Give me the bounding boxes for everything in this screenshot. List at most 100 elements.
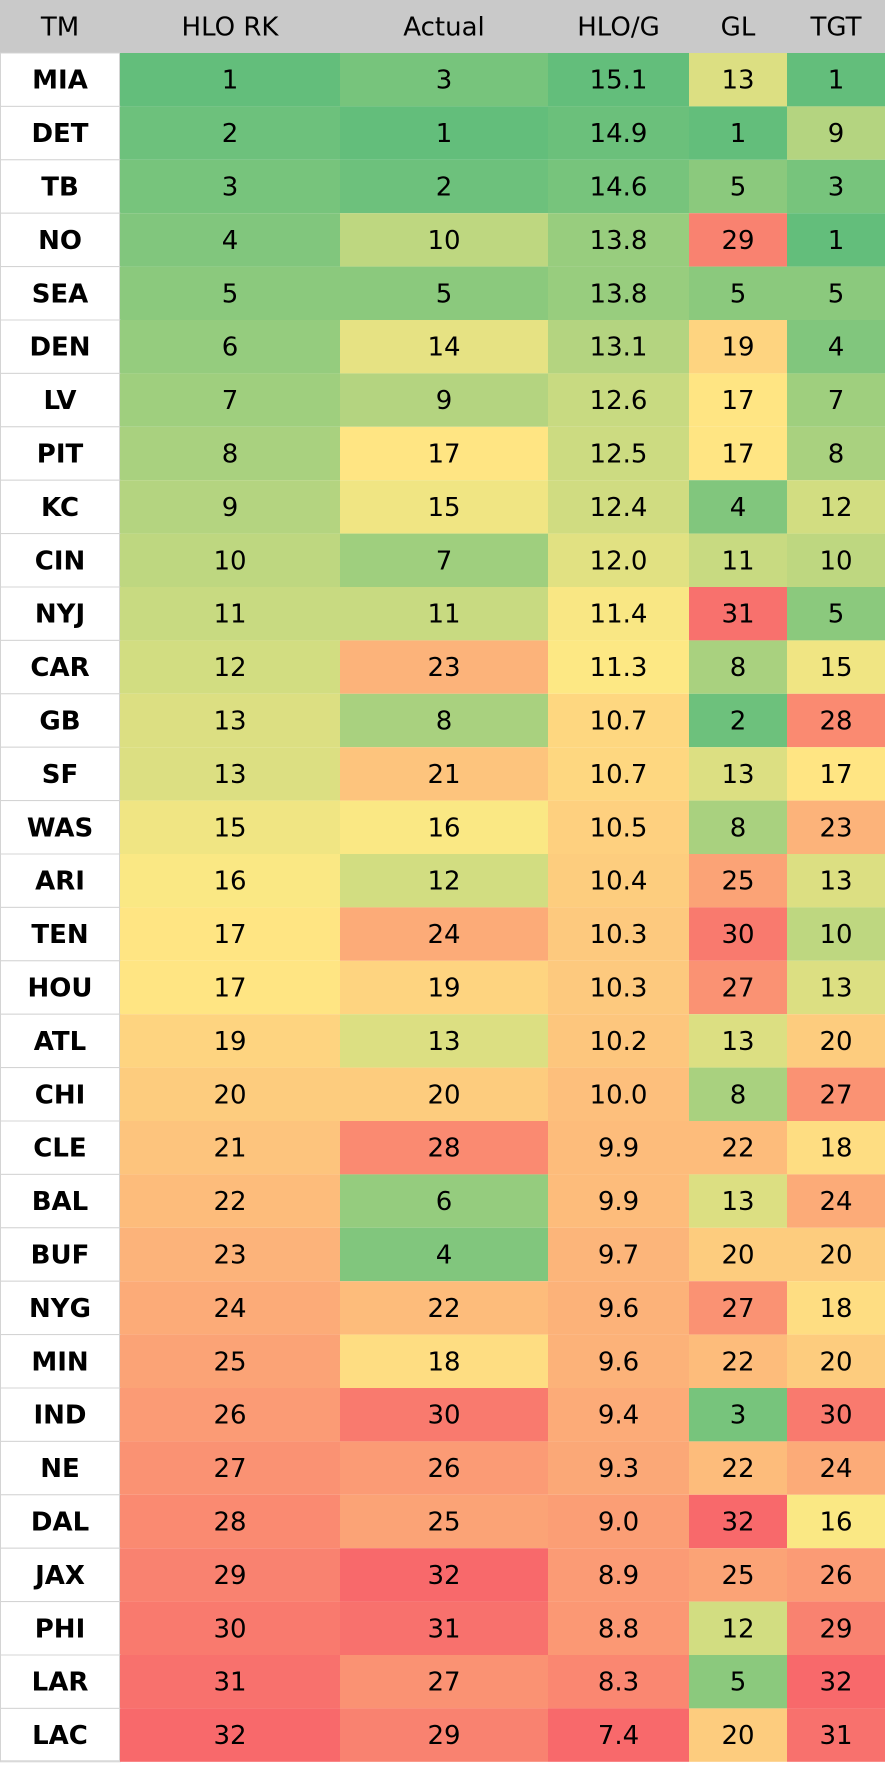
heat-cell xyxy=(787,266,885,320)
heat-cell xyxy=(340,1388,548,1442)
heat-cell xyxy=(340,1281,548,1335)
heat-cell xyxy=(689,1334,787,1388)
cell-value: 9.3 xyxy=(598,1454,639,1484)
heat-cell xyxy=(787,693,885,748)
cell-value: 9.6 xyxy=(598,1294,639,1324)
cell-value: 31 xyxy=(213,1668,246,1698)
heat-cell xyxy=(787,1601,885,1655)
cell-value: 15 xyxy=(213,813,246,843)
cell-value: 17 xyxy=(213,974,246,1004)
heat-cell xyxy=(787,854,885,908)
heat-cell xyxy=(787,1548,885,1602)
cell-value: 6 xyxy=(222,333,239,363)
heat-cell xyxy=(787,1388,885,1442)
team-column-border xyxy=(0,52,120,1762)
heat-cell xyxy=(548,1441,689,1495)
team-cell xyxy=(0,1440,121,1496)
heat-cell xyxy=(548,266,689,320)
team-label: PHI xyxy=(35,1614,86,1644)
heat-cell xyxy=(340,1174,548,1228)
heat-cell xyxy=(787,373,885,427)
heat-cell xyxy=(120,213,340,267)
cell-value: 9.6 xyxy=(598,1347,639,1377)
cell-value: 8.3 xyxy=(598,1668,639,1698)
heat-cell xyxy=(689,1655,787,1709)
heat-cell xyxy=(548,106,689,160)
heat-cell xyxy=(548,480,689,534)
heat-cell xyxy=(120,266,340,320)
cell-value: 28 xyxy=(427,1134,460,1164)
cell-value: 9 xyxy=(828,119,845,149)
heat-cell xyxy=(548,533,689,587)
heat-cell xyxy=(340,800,548,854)
cell-value: 23 xyxy=(213,1241,246,1271)
heat-cell xyxy=(340,640,548,694)
heat-cell xyxy=(120,1334,340,1388)
cell-value: 19 xyxy=(427,974,460,1004)
team-cell xyxy=(0,586,121,641)
cell-value: 5 xyxy=(828,600,845,630)
heat-cell xyxy=(787,480,885,534)
cell-value: 10.7 xyxy=(590,760,648,790)
cell-value: 2 xyxy=(730,707,747,737)
cell-value: 18 xyxy=(819,1134,852,1164)
team-label: NYG xyxy=(29,1294,91,1324)
cell-value: 10 xyxy=(819,920,852,950)
column-header: TM xyxy=(40,13,79,43)
heat-cell xyxy=(787,106,885,160)
team-label: ARI xyxy=(35,867,85,897)
heat-cell xyxy=(787,426,885,481)
team-label: MIN xyxy=(31,1347,88,1377)
heat-cell xyxy=(548,1334,689,1388)
heat-cell xyxy=(548,1708,689,1762)
heat-cell xyxy=(340,213,548,267)
heat-cell xyxy=(120,373,340,427)
cell-value: 5 xyxy=(222,279,239,309)
team-label: KC xyxy=(41,493,79,523)
heat-cell xyxy=(548,53,689,107)
team-label: JAX xyxy=(33,1561,85,1591)
cell-value: 22 xyxy=(213,1187,246,1217)
team-label: PIT xyxy=(37,440,84,470)
cell-value: 27 xyxy=(819,1080,852,1110)
cell-value: 12 xyxy=(721,1614,754,1644)
heat-cell xyxy=(787,533,885,587)
heat-cell xyxy=(340,907,548,961)
cell-value: 22 xyxy=(721,1454,754,1484)
cell-value: 26 xyxy=(213,1401,246,1431)
cell-value: 21 xyxy=(427,760,460,790)
heat-cell xyxy=(120,106,340,160)
cell-value: 9.9 xyxy=(598,1134,639,1164)
cell-value: 1 xyxy=(222,66,239,96)
team-label: NYJ xyxy=(35,600,85,630)
team-label: IND xyxy=(33,1401,86,1431)
heat-cell xyxy=(548,426,689,481)
cell-value: 7 xyxy=(222,386,239,416)
cell-value: 15 xyxy=(427,493,460,523)
cell-value: 11 xyxy=(213,600,246,630)
heat-cell xyxy=(689,426,787,481)
cell-value: 14.9 xyxy=(590,119,648,149)
cell-value: 16 xyxy=(427,813,460,843)
heat-cell xyxy=(689,747,787,801)
heat-cell xyxy=(120,800,340,854)
heat-cell xyxy=(340,1655,548,1709)
team-cell xyxy=(0,1654,121,1709)
team-label: CHI xyxy=(35,1080,86,1110)
heat-cell xyxy=(689,533,787,587)
heat-cell xyxy=(689,1014,787,1068)
heat-cell xyxy=(340,1227,548,1282)
heat-cell xyxy=(689,320,787,374)
team-cell xyxy=(0,1547,121,1603)
cell-value: 4 xyxy=(730,493,747,523)
cell-value: 12.5 xyxy=(590,440,648,470)
header-cell xyxy=(340,0,548,53)
team-cell xyxy=(0,1601,121,1656)
cell-value: 14.6 xyxy=(590,173,648,203)
heat-cell xyxy=(689,373,787,427)
cell-value: 30 xyxy=(819,1401,852,1431)
team-cell xyxy=(0,212,121,268)
heat-cell xyxy=(548,907,689,961)
heat-cell xyxy=(120,1655,340,1709)
heat-cell xyxy=(548,1281,689,1335)
